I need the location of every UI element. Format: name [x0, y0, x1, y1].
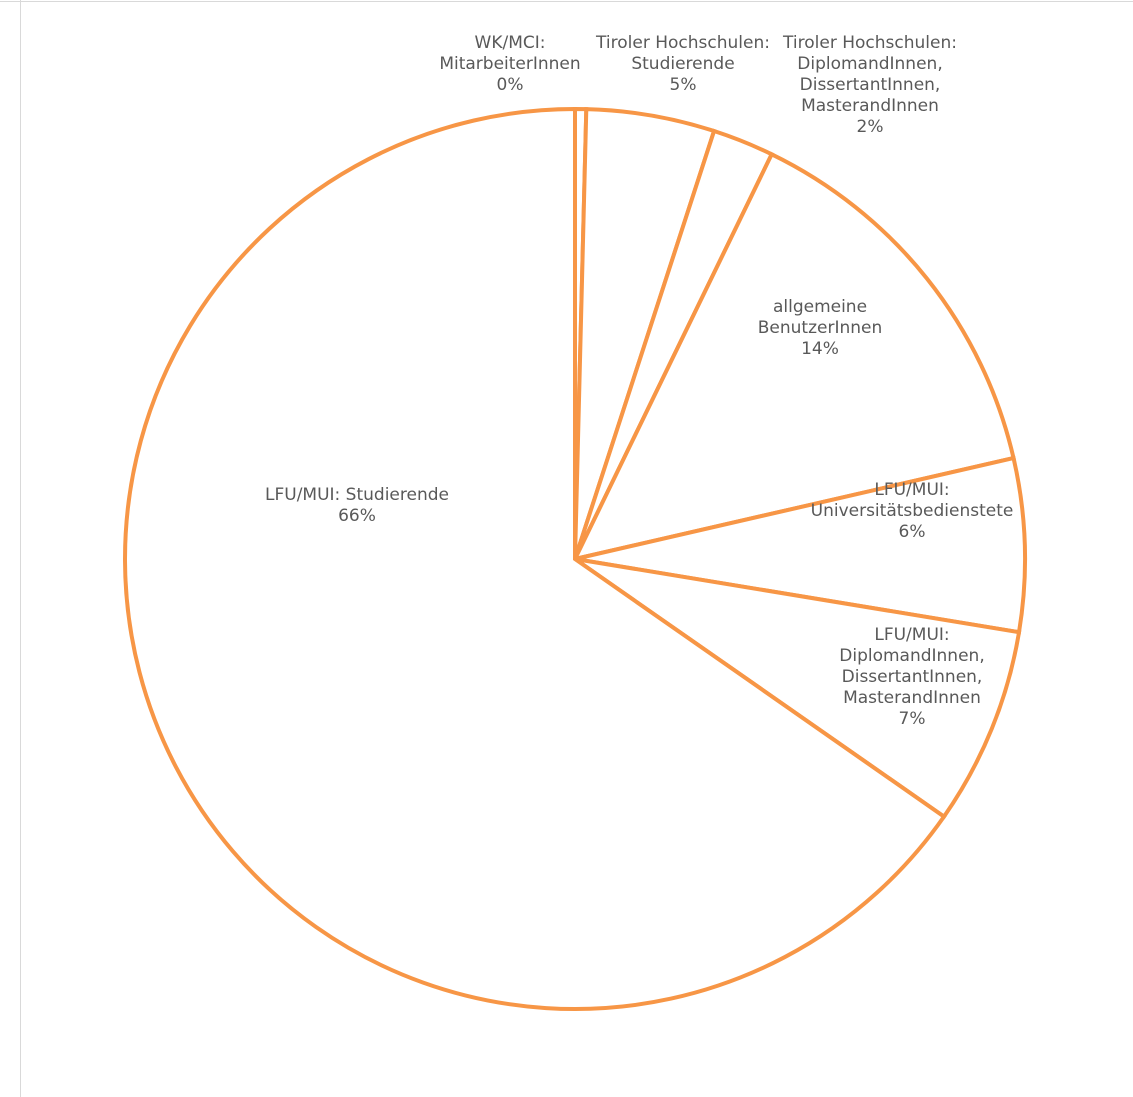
slice-label-line: LFU/MUI: [874, 480, 949, 500]
slice-percent-1: 5% [670, 75, 697, 95]
slice-label-line: WK/MCI: [475, 33, 546, 53]
slice-label-6: LFU/MUI: Studierende 66% [265, 485, 449, 526]
slice-label-line: MitarbeiterInnen [439, 54, 580, 74]
pie-slice-3 [571, 151, 1016, 562]
slice-label-1: Tiroler Hochschulen: Studierende 5% [595, 33, 770, 95]
pie-slice-6 [123, 106, 947, 1011]
slice-label-line: Studierende [631, 54, 734, 74]
slice-label-line: DissertantInnen, [842, 667, 983, 687]
slice-label-line: DiplomandInnen, [797, 54, 942, 74]
slice-percent-5: 7% [899, 709, 926, 729]
pie-slices [123, 106, 1027, 1011]
slice-percent-6: 66% [338, 506, 376, 526]
slice-label-line: LFU/MUI: Studierende [265, 485, 449, 505]
slice-label-line: Tiroler Hochschulen: [782, 33, 957, 53]
slice-percent-3: 14% [801, 339, 839, 359]
slice-percent-4: 6% [899, 522, 926, 542]
slice-label-line: DissertantInnen, [800, 75, 941, 95]
slice-percent-0: 0% [497, 75, 524, 95]
slice-label-line: Universitätsbedienstete [811, 501, 1014, 521]
slice-label-line: DiplomandInnen, [839, 646, 984, 666]
slice-label-line: allgemeine [773, 297, 867, 317]
pie-slice-4 [574, 455, 1027, 635]
slice-label-3: allgemeine BenutzerInnen 14% [758, 297, 883, 359]
pie-labels: WK/MCI: MitarbeiterInnen 0%Tiroler Hochsch… [265, 33, 1013, 729]
slice-label-5: LFU/MUI: DiplomandInnen, DissertantInnen, M… [839, 625, 984, 729]
slice-label-line: MasterandInnen [843, 688, 981, 708]
slice-label-line: BenutzerInnen [758, 318, 883, 338]
slice-label-0: WK/MCI: MitarbeiterInnen 0% [439, 33, 580, 95]
slice-label-2: Tiroler Hochschulen: DiplomandInnen, Disse… [782, 33, 957, 137]
slice-label-line: LFU/MUI: [874, 625, 949, 645]
slice-percent-2: 2% [857, 117, 884, 137]
slice-label-line: MasterandInnen [801, 96, 939, 116]
slice-label-line: Tiroler Hochschulen: [595, 33, 770, 53]
slice-label-4: LFU/MUI: Universitätsbedienstete 6% [811, 480, 1014, 542]
pie-slice-5 [573, 557, 1022, 820]
